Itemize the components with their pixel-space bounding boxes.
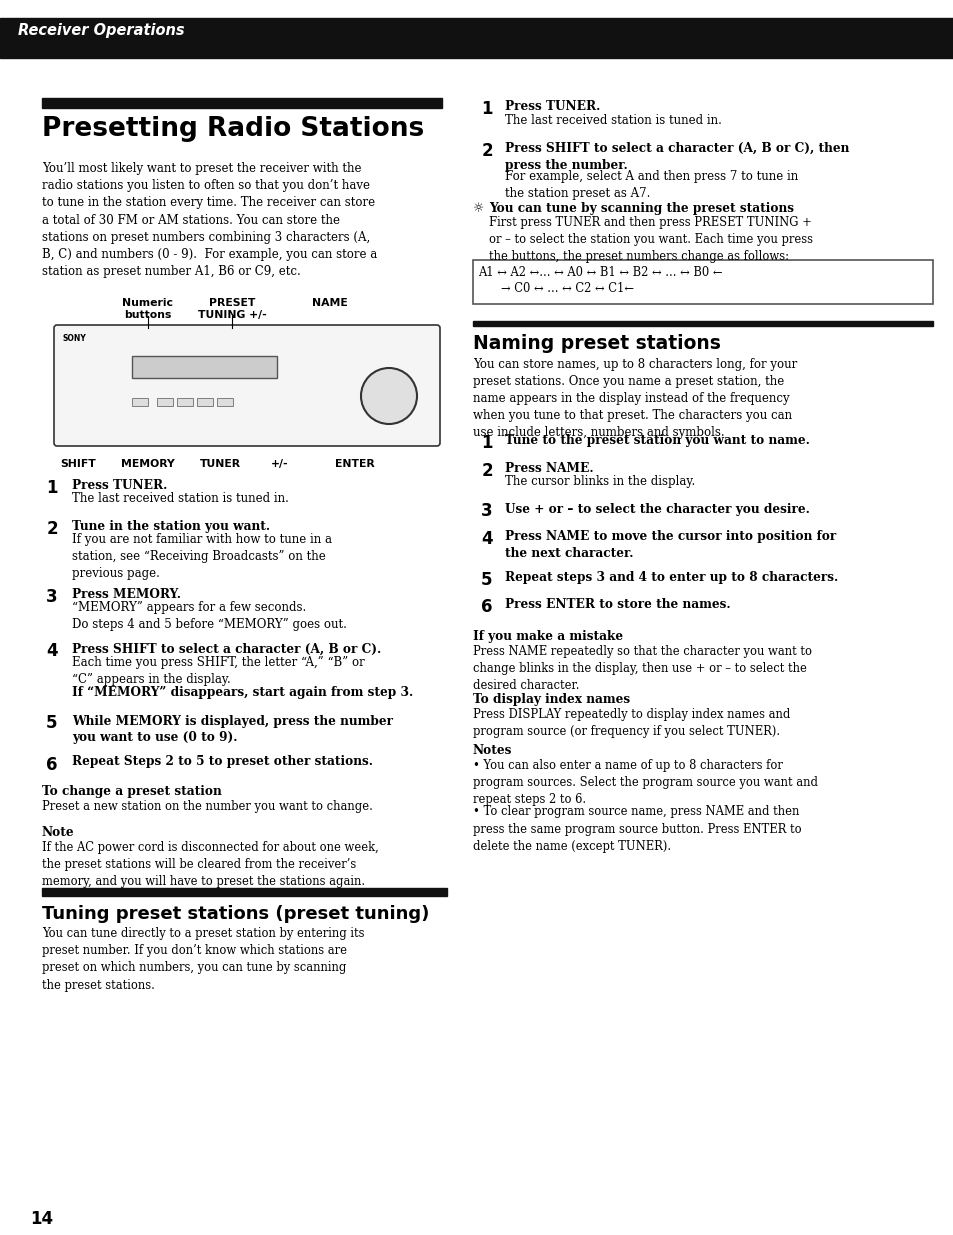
Text: Press NAME to move the cursor into position for
the next character.: Press NAME to move the cursor into posit… [504, 530, 836, 559]
Text: TUNER: TUNER [199, 459, 240, 469]
Text: You can tune directly to a preset station by entering its
preset number. If you : You can tune directly to a preset statio… [42, 927, 364, 992]
Text: 2: 2 [46, 520, 58, 538]
Text: 5: 5 [480, 571, 493, 589]
Text: 1: 1 [46, 479, 58, 496]
Bar [42, 98, 441, 107]
Text: If you are not familiar with how to tune in a
station, see “Receiving Broadcasts: If you are not familiar with how to tune… [71, 534, 332, 580]
Bar [216, 398, 233, 406]
Text: First press TUNER and then press PRESET TUNING +
or – to select the station you : First press TUNER and then press PRESET … [489, 216, 812, 263]
Text: PRESET
TUNING +/-: PRESET TUNING +/- [197, 298, 266, 320]
Bar [42, 888, 447, 897]
Text: Press TUNER.: Press TUNER. [504, 100, 599, 112]
Text: 4: 4 [480, 530, 493, 548]
Text: To change a preset station: To change a preset station [42, 785, 221, 798]
Text: For example, select A and then press 7 to tune in
the station preset as A7.: For example, select A and then press 7 t… [504, 170, 798, 200]
Text: 1: 1 [480, 100, 493, 119]
Text: Use + or – to select the character you desire.: Use + or – to select the character you d… [504, 503, 809, 515]
Text: “MEMORY” appears for a few seconds.
Do steps 4 and 5 before “MEMORY” goes out.: “MEMORY” appears for a few seconds. Do s… [71, 601, 347, 631]
Text: Press NAME.: Press NAME. [504, 462, 593, 474]
Text: A1 ↔ A2 ↔... ↔ A0 ↔ B1 ↔ B2 ↔ ... ↔ B0 ←: A1 ↔ A2 ↔... ↔ A0 ↔ B1 ↔ B2 ↔ ... ↔ B0 ← [477, 266, 721, 279]
Text: Press SHIFT to select a character (A, B or C), then
press the number.: Press SHIFT to select a character (A, B … [504, 142, 848, 172]
Text: 3: 3 [46, 588, 58, 606]
Bar [473, 261, 932, 304]
Text: ☼: ☼ [473, 203, 484, 215]
Text: Press SHIFT to select a character (A, B or C).: Press SHIFT to select a character (A, B … [71, 642, 381, 656]
Text: If the AC power cord is disconnected for about one week,
the preset stations wil: If the AC power cord is disconnected for… [42, 841, 378, 888]
Text: 6: 6 [46, 756, 58, 773]
Text: Tune in the station you want.: Tune in the station you want. [71, 520, 270, 534]
Text: You can store names, up to 8 characters long, for your
preset stations. Once you: You can store names, up to 8 characters … [473, 358, 797, 438]
Text: The last received station is tuned in.: The last received station is tuned in. [504, 114, 721, 127]
Text: Notes: Notes [473, 743, 512, 757]
Text: Press TUNER.: Press TUNER. [71, 479, 167, 492]
Text: Receiver Operations: Receiver Operations [18, 22, 185, 37]
Bar [132, 356, 276, 378]
Text: The cursor blinks in the display.: The cursor blinks in the display. [504, 475, 695, 488]
Text: 2: 2 [480, 462, 493, 479]
Text: → C0 ↔ ... ↔ C2 ↔ C1←: → C0 ↔ ... ↔ C2 ↔ C1← [500, 282, 634, 295]
Text: Numeric
buttons: Numeric buttons [122, 298, 173, 320]
Bar [177, 398, 193, 406]
Text: Repeat Steps 2 to 5 to preset other stations.: Repeat Steps 2 to 5 to preset other stat… [71, 756, 373, 768]
Text: MEMORY: MEMORY [121, 459, 174, 469]
Text: You’ll most likely want to preset the receiver with the
radio stations you liste: You’ll most likely want to preset the re… [42, 162, 376, 278]
Text: +/-: +/- [271, 459, 289, 469]
Text: To display index names: To display index names [473, 693, 630, 706]
Bar [0, 19, 953, 58]
Text: 2: 2 [480, 142, 493, 161]
Bar [132, 398, 148, 406]
Circle shape [360, 368, 416, 424]
Text: Naming preset stations: Naming preset stations [473, 333, 720, 353]
Text: SONY: SONY [63, 333, 87, 343]
Text: While MEMORY is displayed, press the number
you want to use (0 to 9).: While MEMORY is displayed, press the num… [71, 715, 393, 745]
Text: 6: 6 [480, 599, 493, 616]
Text: 1: 1 [480, 433, 493, 452]
Text: If “MEMORY” disappears, start again from step 3.: If “MEMORY” disappears, start again from… [71, 685, 413, 699]
Text: Press NAME repeatedly so that the character you want to
change blinks in the dis: Press NAME repeatedly so that the charac… [473, 645, 811, 692]
Text: • You can also enter a name of up to 8 characters for
program sources. Select th: • You can also enter a name of up to 8 c… [473, 760, 817, 806]
Text: Each time you press SHIFT, the letter “A,” “B” or
“C” appears in the display.: Each time you press SHIFT, the letter “A… [71, 656, 364, 685]
Bar [473, 321, 932, 326]
Text: Press MEMORY.: Press MEMORY. [71, 588, 181, 601]
Text: Preset a new station on the number you want to change.: Preset a new station on the number you w… [42, 800, 373, 813]
Text: Repeat steps 3 and 4 to enter up to 8 characters.: Repeat steps 3 and 4 to enter up to 8 ch… [504, 571, 838, 584]
Text: Press DISPLAY repeatedly to display index names and
program source (or frequency: Press DISPLAY repeatedly to display inde… [473, 708, 789, 739]
FancyBboxPatch shape [54, 325, 439, 446]
Text: 4: 4 [46, 642, 58, 661]
Text: ENTER: ENTER [335, 459, 375, 469]
Text: NAME: NAME [312, 298, 348, 308]
Text: Note: Note [42, 826, 74, 839]
Text: Tune to the preset station you want to name.: Tune to the preset station you want to n… [504, 433, 809, 447]
Text: The last received station is tuned in.: The last received station is tuned in. [71, 493, 289, 505]
Bar [157, 398, 172, 406]
Text: You can tune by scanning the preset stations: You can tune by scanning the preset stat… [489, 203, 793, 215]
Bar [196, 398, 213, 406]
Text: Press ENTER to store the names.: Press ENTER to store the names. [504, 599, 730, 611]
Text: • To clear program source name, press NAME and then
press the same program sourc: • To clear program source name, press NA… [473, 805, 801, 853]
Text: 5: 5 [46, 715, 58, 732]
Text: 14: 14 [30, 1210, 53, 1228]
Text: 3: 3 [480, 503, 493, 520]
Text: Tuning preset stations (preset tuning): Tuning preset stations (preset tuning) [42, 905, 429, 923]
Text: Presetting Radio Stations: Presetting Radio Stations [42, 116, 424, 142]
Text: If you make a mistake: If you make a mistake [473, 630, 622, 643]
Text: SHIFT: SHIFT [60, 459, 95, 469]
